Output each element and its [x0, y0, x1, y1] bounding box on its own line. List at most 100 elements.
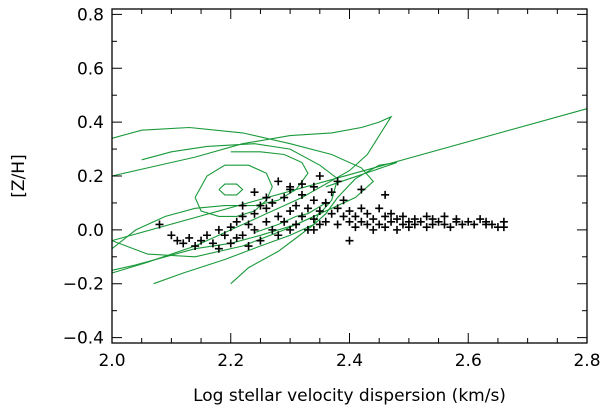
plus-marker	[203, 231, 211, 240]
contour-lines	[111, 115, 398, 285]
scatter-point	[398, 212, 407, 221]
scatter-point	[434, 217, 443, 226]
scatter-point	[440, 220, 449, 229]
plus-marker	[381, 223, 390, 232]
plus-marker	[381, 212, 390, 221]
plus-marker	[309, 196, 318, 205]
plus-marker	[434, 217, 443, 226]
scatter-point	[244, 242, 253, 251]
scatter-point	[185, 233, 194, 242]
scatter-point	[387, 217, 396, 226]
plus-marker	[345, 236, 354, 245]
plus-marker	[274, 177, 283, 186]
plus-marker	[458, 220, 467, 229]
plus-marker	[262, 193, 271, 202]
contour-line-7	[153, 161, 398, 285]
contour-line-2	[194, 164, 273, 217]
plus-marker	[375, 220, 384, 229]
plus-marker	[327, 188, 336, 197]
scatter-point	[268, 225, 277, 234]
scatter-point	[286, 225, 295, 234]
scatter-point	[333, 220, 342, 229]
scatter-point	[404, 223, 413, 232]
scatter-point	[345, 217, 354, 226]
scatter-point	[321, 217, 330, 226]
scatter-point	[339, 196, 348, 205]
plus-marker	[381, 190, 390, 199]
plus-marker	[262, 217, 271, 226]
plus-marker	[339, 196, 348, 205]
y-tick-label: −0.4	[63, 329, 104, 349]
scatter-point	[309, 215, 318, 224]
y-tick-label: 0.8	[77, 5, 104, 25]
scatter-point	[393, 225, 401, 234]
trend-line	[111, 108, 588, 242]
plus-marker	[363, 220, 372, 229]
scatter-point	[482, 220, 491, 229]
plus-marker	[256, 236, 265, 245]
plus-marker	[280, 217, 289, 226]
scatter-point	[452, 215, 461, 224]
plus-marker	[197, 236, 206, 245]
plus-marker	[244, 220, 253, 229]
plus-marker	[208, 239, 217, 248]
x-tick-label: 2.6	[455, 351, 482, 371]
plus-marker	[398, 212, 407, 221]
scatter-point	[446, 223, 455, 232]
plus-marker	[327, 209, 336, 218]
plus-marker	[452, 215, 461, 224]
scatter-point	[208, 239, 217, 248]
scatter-point	[428, 215, 437, 224]
scatter-point	[232, 217, 241, 226]
plus-marker	[238, 212, 247, 221]
scatter-point	[280, 193, 289, 202]
scatter-point	[321, 198, 330, 207]
y-tick-label: 0.6	[77, 59, 104, 79]
plus-marker	[357, 185, 366, 194]
scatter-point	[262, 204, 271, 213]
contour-line-5	[111, 126, 375, 258]
scatter-point	[155, 220, 164, 229]
plus-marker	[292, 201, 301, 210]
plus-marker	[286, 182, 295, 191]
plus-marker	[309, 215, 318, 224]
plus-marker	[298, 180, 306, 189]
scatter-point	[363, 209, 372, 218]
plus-marker	[214, 244, 223, 253]
scatter-point	[203, 231, 211, 240]
plus-marker	[250, 188, 259, 197]
scatter-point	[440, 212, 449, 221]
plus-marker	[321, 217, 330, 226]
y-tick-label: −0.2	[63, 275, 104, 295]
plus-marker	[404, 223, 413, 232]
plus-marker	[422, 223, 431, 232]
scatter-point	[286, 182, 295, 191]
contour-line-9	[254, 202, 327, 234]
scatter-point	[238, 231, 247, 240]
scatter-point	[357, 217, 366, 226]
scatter-point	[250, 188, 259, 197]
scatter-point	[309, 196, 318, 205]
plus-marker	[238, 231, 247, 240]
plus-marker	[357, 204, 366, 213]
scatter-point	[274, 231, 283, 240]
plus-marker	[464, 217, 473, 226]
scatter-point	[280, 217, 289, 226]
plus-marker	[167, 231, 176, 240]
scatter-point	[244, 220, 253, 229]
plus-marker	[309, 182, 318, 191]
x-axis-label: Log stellar velocity dispersion (km/s)	[193, 386, 506, 406]
plus-marker	[250, 209, 259, 218]
scatter-point	[220, 231, 229, 240]
y-tick-label: 0.0	[77, 221, 104, 241]
scatter-point	[214, 225, 223, 234]
plus-marker	[268, 198, 277, 207]
plus-marker	[345, 217, 354, 226]
scatter-point	[262, 217, 271, 226]
scatter-point	[250, 225, 259, 234]
plus-marker	[214, 225, 223, 234]
plus-marker	[499, 223, 508, 232]
contour-line-1	[218, 183, 244, 196]
plus-marker	[345, 207, 354, 216]
